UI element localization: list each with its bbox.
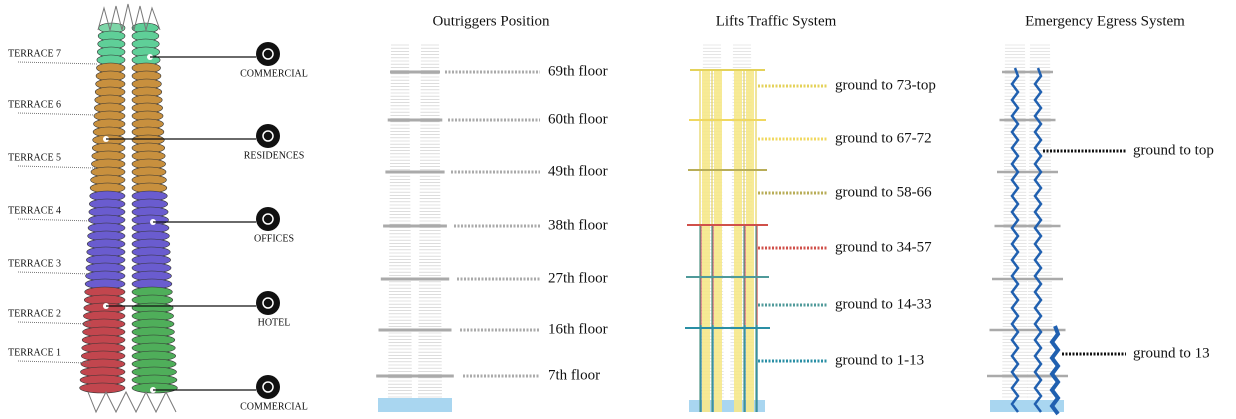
function-icon-glyph — [262, 381, 274, 393]
floor-label: 60th floor — [548, 111, 608, 127]
zone-label: ground to 73-top — [835, 77, 936, 93]
tower-base — [87, 390, 177, 414]
function-icon — [256, 375, 280, 399]
terrace-pointer — [17, 61, 99, 65]
terrace-label: TERRACE 4 — [8, 205, 61, 216]
function-label: OFFICES — [254, 233, 294, 244]
zone-label: ground to 58-66 — [835, 184, 932, 200]
floor-label: 16th floor — [548, 321, 608, 337]
function-icon-glyph — [262, 48, 274, 60]
function-icon — [256, 207, 280, 231]
zone-label: ground to 1-13 — [835, 352, 924, 368]
function-icon — [256, 291, 280, 315]
terrace-label: TERRACE 7 — [8, 48, 61, 59]
function-label: HOTEL — [258, 317, 291, 328]
zone-label: ground to 67-72 — [835, 130, 932, 146]
terrace-pointer — [17, 271, 93, 275]
floor-label: 49th floor — [548, 163, 608, 179]
terrace-pointer — [17, 165, 96, 169]
terrace-label: TERRACE 1 — [8, 347, 61, 358]
lift-shaft — [746, 70, 754, 412]
stair — [1010, 67, 1020, 413]
function-label: COMMERCIAL — [240, 401, 308, 412]
route-label: ground to top — [1133, 142, 1214, 158]
outriggers-diagram — [376, 44, 540, 412]
lift-shaft — [702, 70, 710, 412]
tower-crown — [97, 3, 161, 32]
terrace-label: TERRACE 3 — [8, 258, 61, 269]
terrace-pointer — [17, 218, 94, 222]
function-icon — [256, 124, 280, 148]
terrace-pointer — [17, 360, 90, 364]
panel-title: Lifts Traffic System — [716, 13, 837, 29]
terrace-label: TERRACE 6 — [8, 99, 61, 110]
function-label: RESIDENCES — [244, 150, 305, 161]
terrace-label: TERRACE 2 — [8, 308, 61, 319]
function-icon — [256, 42, 280, 66]
lifts-diagram — [685, 44, 828, 412]
function-icon-glyph — [262, 297, 274, 309]
terrace-pointer — [17, 112, 97, 116]
panel-title: Emergency Egress System — [1025, 13, 1185, 29]
lift-shaft — [734, 70, 742, 412]
stair — [1033, 67, 1043, 413]
labels: Outriggers Position Lifts Traffic System… — [8, 13, 1214, 412]
floor-label: 27th floor — [548, 270, 608, 286]
tower-illustration — [17, 3, 280, 414]
function-icon-glyph — [262, 213, 274, 225]
tower-base — [378, 398, 452, 412]
tower-floor — [79, 382, 126, 394]
floor-label: 7th floor — [548, 367, 600, 383]
floor-label: 38th floor — [548, 217, 608, 233]
zone-label: ground to 14-33 — [835, 296, 932, 312]
terrace-label: TERRACE 5 — [8, 152, 61, 163]
tower-base — [990, 400, 1064, 412]
function-label: COMMERCIAL — [240, 68, 308, 79]
egress-diagram — [987, 44, 1126, 416]
floor-label: 69th floor — [548, 63, 608, 79]
terrace-pointer — [17, 321, 91, 325]
route-label: ground to 13 — [1133, 345, 1210, 361]
function-icon-glyph — [262, 130, 274, 142]
stair — [1049, 325, 1061, 416]
panel-title: Outriggers Position — [432, 13, 550, 29]
lift-shaft — [714, 70, 722, 412]
zone-label: ground to 34-57 — [835, 239, 932, 255]
